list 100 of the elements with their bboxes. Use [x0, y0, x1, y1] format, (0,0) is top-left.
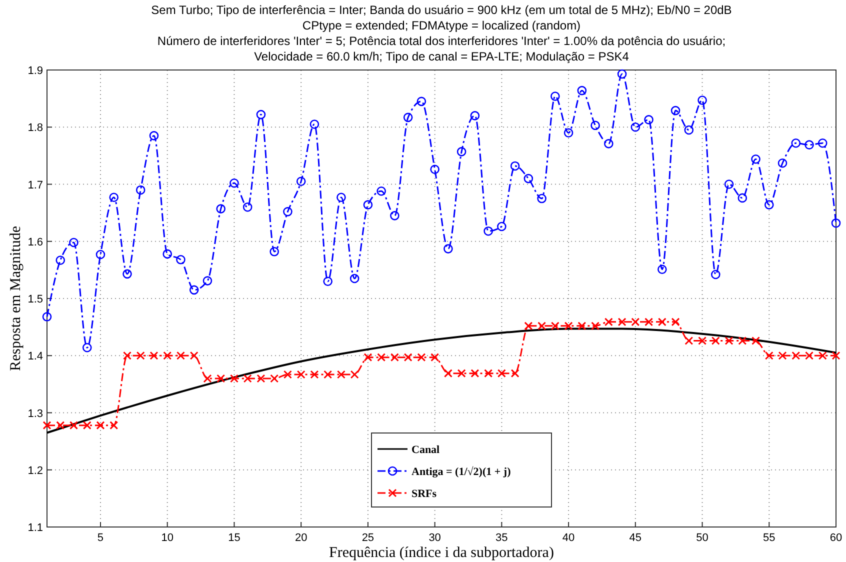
- point: [671, 318, 680, 326]
- point: [256, 110, 266, 120]
- point: [617, 69, 627, 79]
- point: [110, 421, 118, 430]
- point: [122, 351, 132, 360]
- y-tick-label: 1.6: [28, 236, 43, 248]
- point: [203, 374, 212, 383]
- x-tick-label: 55: [763, 532, 776, 544]
- point: [364, 353, 372, 362]
- point: [230, 178, 239, 188]
- point: [256, 374, 266, 383]
- point: [163, 351, 172, 360]
- point: [230, 374, 238, 383]
- point: [457, 369, 466, 378]
- point: [417, 353, 426, 362]
- point: [310, 120, 320, 129]
- point: [631, 318, 640, 326]
- point: [56, 256, 66, 265]
- point: [778, 351, 787, 360]
- x-tick-label: 40: [562, 532, 575, 544]
- point: [804, 140, 814, 150]
- point: [216, 374, 226, 383]
- point: [604, 139, 614, 148]
- point: [363, 200, 373, 210]
- point: [818, 138, 828, 148]
- point: [590, 120, 600, 130]
- point: [69, 421, 78, 430]
- point: [670, 106, 680, 116]
- point: [69, 238, 78, 248]
- point: [550, 322, 560, 330]
- point: [403, 112, 413, 122]
- point: [150, 351, 158, 360]
- point: [350, 274, 360, 284]
- x-tick-label: 35: [496, 532, 508, 544]
- point: [136, 185, 146, 195]
- point: [577, 86, 587, 96]
- point: [283, 207, 292, 216]
- point: [764, 200, 774, 210]
- point: [283, 370, 292, 379]
- point: [805, 351, 814, 360]
- point: [698, 336, 707, 346]
- point: [202, 276, 212, 286]
- point: [832, 351, 840, 360]
- point: [243, 374, 252, 383]
- point: [792, 351, 800, 360]
- y-tick-label: 1.9: [28, 65, 43, 77]
- point: [296, 176, 306, 186]
- point: [724, 180, 734, 189]
- point: [630, 122, 640, 132]
- point: [176, 255, 186, 264]
- x-tick-label: 5: [97, 532, 104, 544]
- point: [658, 264, 667, 274]
- point: [538, 322, 546, 330]
- point: [82, 342, 92, 352]
- point: [497, 369, 506, 378]
- point: [564, 128, 574, 138]
- point: [149, 131, 159, 140]
- point: [404, 353, 412, 362]
- y-tick-label: 1.1: [28, 522, 43, 534]
- y-tick-label: 1.7: [28, 179, 43, 192]
- point: [764, 351, 774, 360]
- point: [270, 247, 279, 256]
- point: [82, 421, 92, 430]
- point: [189, 285, 199, 295]
- point: [190, 351, 198, 360]
- x-tick-label: 10: [161, 532, 174, 544]
- point: [684, 125, 694, 135]
- point: [752, 336, 760, 346]
- point: [698, 96, 707, 105]
- x-tick-label: 50: [696, 532, 708, 544]
- point: [176, 351, 185, 360]
- point: [497, 222, 506, 232]
- point: [484, 369, 493, 378]
- legend-label: Canal: [412, 444, 440, 456]
- point: [578, 322, 586, 330]
- point: [456, 147, 466, 156]
- point: [390, 211, 400, 220]
- legend-label: Antiga = (1/√2)(1 + j): [412, 466, 512, 478]
- point: [336, 370, 346, 379]
- point: [604, 318, 613, 326]
- point: [751, 154, 760, 164]
- point: [336, 192, 346, 202]
- point: [710, 270, 720, 280]
- point: [96, 421, 105, 430]
- point: [136, 351, 145, 360]
- chart-title: Sem Turbo; Tipo de interferência = Inter; Banda do usuário = 900 kHz (em um total de 5 MHz); Eb/N0 = 20dB CPtype = extended; FDMAtype = localized (random) Número de interferidores 'Inter' = 5; Potência total dos interferidores 'Inter' = 1.00% da potência do usuário; Velocidade = 60.0 km/h; Tipo de canal = EPA-LTE; Modulação = PSK4: [151, 3, 732, 64]
- point: [216, 204, 226, 214]
- point: [242, 202, 252, 212]
- y-tick-label: 1.8: [28, 122, 43, 134]
- point: [818, 351, 827, 360]
- point: [377, 353, 386, 362]
- point: [42, 421, 52, 430]
- point: [564, 322, 573, 330]
- point: [524, 174, 534, 184]
- point: [537, 194, 546, 204]
- point: [444, 244, 453, 254]
- point: [550, 92, 560, 101]
- x-tick-label: 25: [362, 532, 374, 544]
- point: [524, 322, 533, 330]
- point: [738, 193, 748, 203]
